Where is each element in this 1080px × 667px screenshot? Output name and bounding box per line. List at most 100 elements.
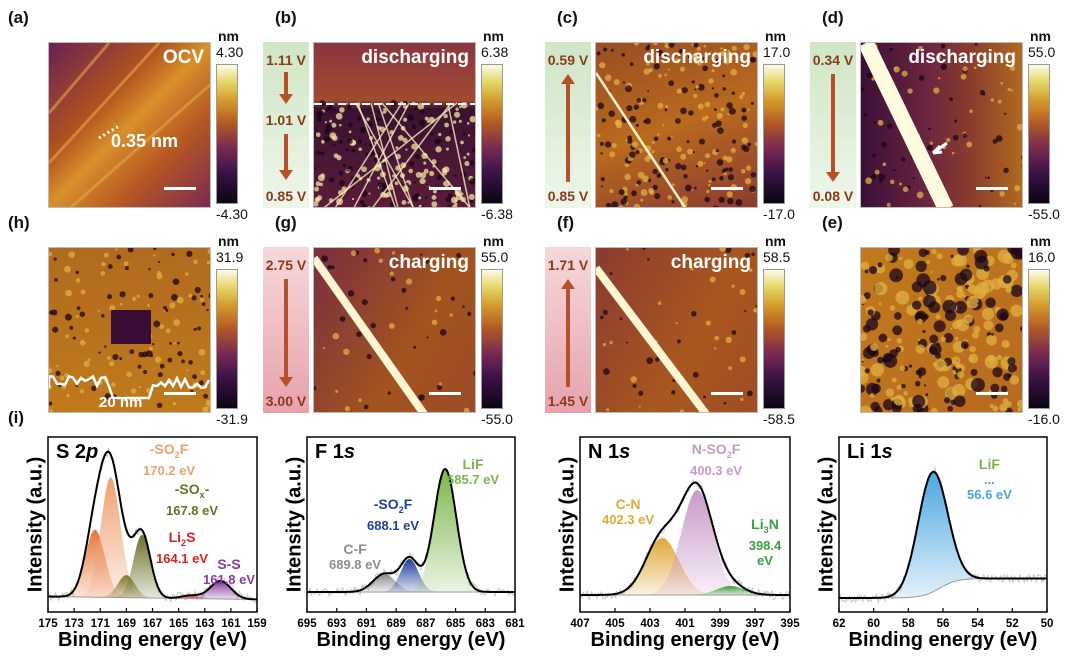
surface-feature <box>68 251 75 258</box>
surface-feature <box>912 300 922 310</box>
surface-feature <box>1014 185 1021 192</box>
surface-feature <box>651 141 655 145</box>
surface-feature <box>668 80 675 87</box>
surface-feature <box>956 371 965 379</box>
surface-feature <box>861 358 865 362</box>
surface-feature <box>973 286 986 300</box>
surface-feature <box>624 173 631 181</box>
surface-feature <box>318 110 324 116</box>
surface-feature <box>602 342 607 347</box>
surface-feature <box>330 265 335 270</box>
surface-feature <box>708 184 711 187</box>
peak-energy: 400.3 eV <box>690 462 743 478</box>
surface-feature <box>971 331 979 339</box>
surface-feature <box>75 314 79 318</box>
surface-feature <box>185 272 189 276</box>
x-tick-label: 683 <box>476 618 495 630</box>
surface-feature <box>631 190 637 197</box>
panel-label: (d) <box>822 8 844 27</box>
surface-feature <box>438 132 442 137</box>
surface-feature <box>711 69 715 73</box>
surface-feature <box>986 334 997 346</box>
surface-feature <box>462 305 465 308</box>
surface-feature <box>51 309 58 316</box>
surface-feature <box>903 391 909 396</box>
surface-feature <box>395 146 399 150</box>
surface-feature <box>339 316 346 322</box>
colorbar-unit: nm <box>218 233 239 249</box>
surface-feature <box>914 380 921 387</box>
surface-feature <box>76 306 81 310</box>
surface-feature <box>377 176 381 180</box>
surface-feature <box>667 136 672 141</box>
surface-feature <box>874 169 880 175</box>
surface-feature <box>886 202 891 207</box>
colorbar <box>1028 269 1050 409</box>
surface-feature <box>687 54 691 58</box>
surface-feature <box>741 107 747 113</box>
surface-feature <box>49 251 53 257</box>
surface-feature <box>315 132 321 138</box>
surface-feature <box>466 122 470 125</box>
deposit-stripe <box>314 255 428 412</box>
surface-feature <box>706 169 709 172</box>
spectrum-title: Li 1s <box>847 441 893 463</box>
x-tick-label: 175 <box>38 618 58 630</box>
panel-label: (i) <box>8 408 25 427</box>
surface-feature <box>322 347 326 350</box>
surface-feature <box>599 141 604 146</box>
surface-feature <box>675 163 682 170</box>
surface-feature <box>635 123 639 127</box>
surface-feature <box>985 59 989 63</box>
surface-feature <box>1010 284 1022 298</box>
surface-feature <box>186 369 189 372</box>
surface-feature <box>951 255 963 267</box>
surface-feature <box>435 146 442 153</box>
surface-feature <box>157 372 163 378</box>
surface-feature <box>911 281 923 293</box>
surface-feature <box>104 345 107 348</box>
surface-feature <box>934 359 947 372</box>
surface-feature <box>735 199 743 206</box>
x-tick-label: 689 <box>387 618 406 630</box>
voltage-bar: 1.71 V 1.45 V <box>545 247 591 413</box>
peak-label: Li2S 164.1 eV <box>156 530 208 566</box>
surface-feature <box>861 294 867 305</box>
surface-feature <box>1021 164 1022 168</box>
colorbar-max: 55.0 <box>1028 44 1056 60</box>
surface-feature <box>962 66 968 72</box>
surface-feature <box>332 332 340 340</box>
surface-feature <box>208 293 210 299</box>
surface-feature <box>630 376 637 383</box>
surface-feature <box>694 88 697 91</box>
surface-feature <box>411 143 418 150</box>
surface-feature <box>436 384 443 391</box>
surface-feature <box>711 87 715 90</box>
surface-feature <box>861 332 867 342</box>
surface-feature <box>706 190 710 194</box>
surface-feature <box>916 191 924 199</box>
y-axis-label: Intensity (a.u.) <box>283 456 306 593</box>
surface-feature <box>695 165 699 168</box>
condition-label: OCV <box>162 47 204 68</box>
surface-feature <box>368 192 371 195</box>
surface-feature <box>870 363 885 377</box>
surface-feature <box>344 406 351 412</box>
surface-feature <box>171 252 175 257</box>
surface-feature <box>864 368 870 374</box>
surface-feature <box>937 77 941 80</box>
surface-feature <box>652 184 658 191</box>
scale-bar <box>429 187 461 190</box>
surface-feature <box>633 104 639 110</box>
colorbar-min: -55.0 <box>481 411 513 427</box>
surface-feature <box>610 48 614 52</box>
surface-feature <box>968 356 974 363</box>
surface-feature <box>429 170 435 177</box>
filament <box>370 102 399 207</box>
surface-feature <box>136 294 140 298</box>
surface-feature <box>754 141 757 147</box>
surface-feature <box>597 133 601 138</box>
surface-feature <box>671 200 675 204</box>
peak-label: LiF... 56.6 eV <box>967 457 1012 503</box>
surface-feature <box>469 115 475 123</box>
